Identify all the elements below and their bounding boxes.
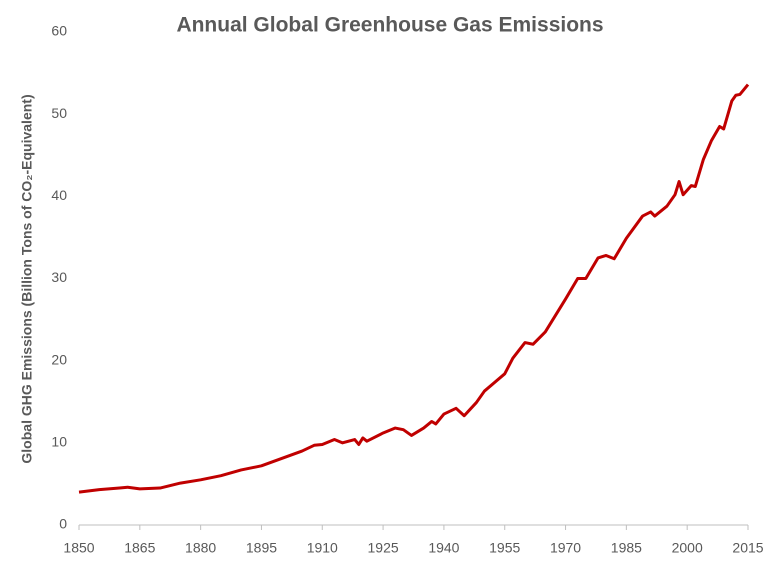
x-tick-label: 1910	[307, 540, 338, 556]
x-tick-label: 2000	[672, 540, 703, 556]
x-tick-label: 1880	[185, 540, 216, 556]
x-tick-label: 1865	[124, 540, 155, 556]
x-tick-label: 2015	[732, 540, 763, 556]
y-tick-label: 10	[51, 434, 67, 450]
x-tick-label: 1850	[63, 540, 94, 556]
y-tick-label: 50	[51, 105, 67, 121]
y-axis-label: Global GHG Emissions (Billion Tons of CO…	[19, 94, 35, 463]
chart-title: Annual Global Greenhouse Gas Emissions	[176, 14, 603, 37]
x-tick-label: 1970	[550, 540, 581, 556]
x-tick-label: 1940	[428, 540, 459, 556]
x-tick-label: 1985	[611, 540, 642, 556]
line-series	[78, 83, 750, 494]
y-tick-label: 60	[51, 23, 67, 39]
y-tick-label: 40	[51, 187, 67, 203]
y-tick-label: 0	[59, 516, 67, 532]
x-tick-label: 1955	[489, 540, 520, 556]
y-tick-label: 30	[51, 269, 67, 285]
y-tick-label: 20	[51, 351, 67, 367]
x-tick-label: 1925	[368, 540, 399, 556]
x-tick-label: 1895	[246, 540, 277, 556]
